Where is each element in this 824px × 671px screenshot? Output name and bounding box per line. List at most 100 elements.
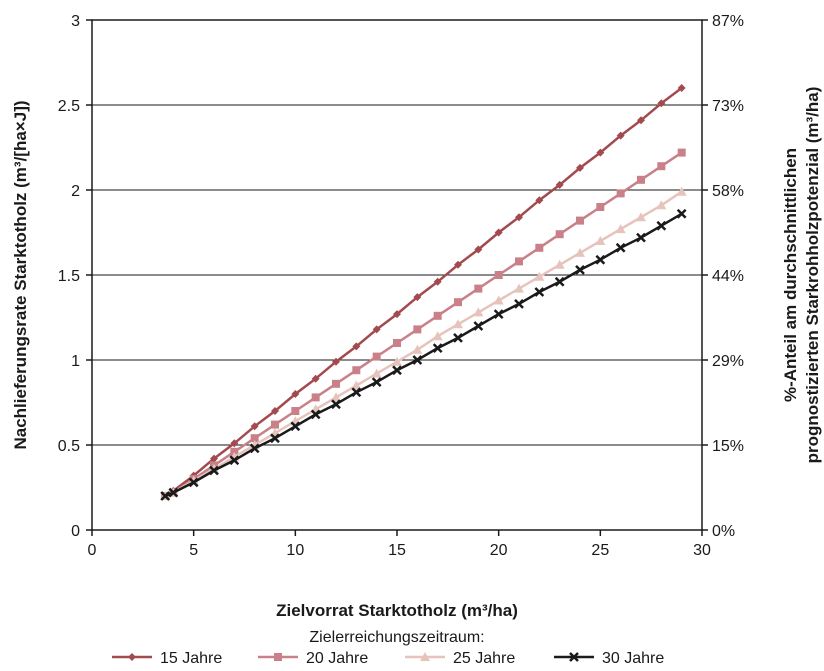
data-point bbox=[351, 387, 362, 398]
data-point bbox=[596, 203, 605, 211]
data-point bbox=[514, 283, 524, 293]
series-15-jahre bbox=[161, 84, 686, 500]
data-point bbox=[676, 186, 687, 196]
data-point bbox=[453, 333, 463, 343]
data-point bbox=[392, 356, 402, 366]
data-point bbox=[250, 434, 259, 443]
data-point bbox=[352, 366, 361, 375]
data-point bbox=[413, 293, 422, 302]
data-point bbox=[535, 243, 544, 252]
data-point bbox=[393, 310, 401, 319]
y2-tick-label: 73% bbox=[712, 98, 744, 115]
data-point bbox=[595, 254, 606, 265]
data-point bbox=[168, 487, 179, 498]
y-tick-label: 0 bbox=[71, 523, 80, 540]
y2-tick-label: 0% bbox=[712, 523, 735, 540]
data-point bbox=[554, 259, 565, 269]
y2-axis-title-line1: %-Anteil am durchschnittlichen bbox=[781, 148, 800, 402]
y2-tick-label: 44% bbox=[712, 268, 744, 285]
data-point bbox=[412, 344, 423, 354]
data-point bbox=[657, 162, 666, 171]
data-point bbox=[160, 491, 171, 501]
data-point bbox=[494, 228, 503, 237]
data-point bbox=[249, 443, 260, 454]
data-point bbox=[209, 465, 219, 476]
data-point bbox=[636, 232, 646, 243]
data-point bbox=[595, 236, 606, 245]
y2-axis-title-line2: prognostizierten Starkrohholzpotenzial (… bbox=[803, 87, 822, 464]
axis-ticks: 0 0% 0.5 15% 1 29% 1.5 44% 2 58% 2.5 73% 3 87% 0 5 10 15 2… bbox=[58, 13, 744, 559]
data-point bbox=[473, 321, 484, 331]
data-point bbox=[453, 319, 463, 329]
data-point bbox=[637, 175, 645, 184]
data-point bbox=[230, 439, 239, 448]
x-tick-label: 30 bbox=[693, 542, 711, 559]
series-30-jahre bbox=[160, 208, 687, 501]
data-point bbox=[616, 189, 625, 198]
data-point bbox=[493, 309, 504, 319]
data-point bbox=[371, 368, 382, 378]
data-point bbox=[554, 276, 565, 287]
x-tick-label: 0 bbox=[88, 542, 97, 559]
data-point bbox=[230, 447, 239, 456]
y-tick-label: 3 bbox=[71, 13, 80, 30]
data-point bbox=[555, 230, 564, 239]
y-axis-title: Nachlieferungsrate Starktotholz (m³/[ha×… bbox=[11, 100, 30, 449]
data-point bbox=[331, 392, 341, 402]
y2-tick-label: 58% bbox=[712, 183, 744, 200]
data-point bbox=[331, 399, 341, 410]
legend-item: 15 Jahre bbox=[112, 650, 222, 667]
data-point bbox=[534, 287, 545, 297]
data-point bbox=[311, 374, 320, 383]
data-point bbox=[188, 477, 199, 488]
series-20-jahre bbox=[161, 148, 686, 500]
data-point bbox=[310, 409, 321, 420]
legend-title: Zielerreichungszeitraum: bbox=[309, 629, 484, 646]
data-point bbox=[290, 421, 301, 432]
data-point bbox=[433, 277, 442, 286]
data-point bbox=[514, 299, 524, 309]
data-point bbox=[412, 355, 423, 365]
x-tick-label: 20 bbox=[490, 542, 508, 559]
data-point bbox=[392, 365, 402, 376]
data-point bbox=[656, 200, 667, 210]
series-line bbox=[164, 190, 683, 498]
y-tick-label: 1 bbox=[71, 353, 80, 370]
data-point bbox=[615, 242, 626, 253]
data-point bbox=[555, 180, 564, 189]
y-tick-label: 1.5 bbox=[58, 268, 80, 285]
data-point bbox=[270, 433, 280, 444]
legend-item: 25 Jahre bbox=[405, 650, 515, 667]
data-point bbox=[311, 393, 320, 402]
data-point bbox=[493, 295, 504, 305]
data-point bbox=[432, 331, 443, 341]
data-point bbox=[636, 212, 646, 222]
data-point bbox=[569, 652, 579, 662]
data-point bbox=[576, 163, 584, 172]
data-point bbox=[657, 99, 666, 108]
data-point bbox=[432, 343, 443, 353]
data-point bbox=[128, 653, 136, 661]
data-point bbox=[576, 216, 584, 225]
x-axis-title: Zielvorrat Starktotholz (m³/ha) bbox=[276, 601, 518, 620]
data-point bbox=[371, 377, 382, 387]
data-point bbox=[615, 224, 626, 234]
data-point bbox=[677, 148, 686, 157]
data-point bbox=[535, 196, 544, 205]
data-point bbox=[250, 422, 259, 431]
data-point bbox=[676, 208, 687, 219]
data-point bbox=[534, 271, 545, 281]
data-point bbox=[575, 247, 585, 257]
data-point bbox=[656, 220, 667, 231]
data-point bbox=[291, 390, 300, 398]
y-tick-label: 0.5 bbox=[58, 438, 80, 455]
data-point bbox=[351, 380, 362, 390]
data-point bbox=[433, 311, 442, 320]
data-point bbox=[271, 420, 279, 429]
data-point bbox=[494, 271, 503, 279]
series-layer bbox=[160, 84, 687, 501]
data-point bbox=[616, 131, 625, 140]
data-point bbox=[474, 284, 483, 293]
